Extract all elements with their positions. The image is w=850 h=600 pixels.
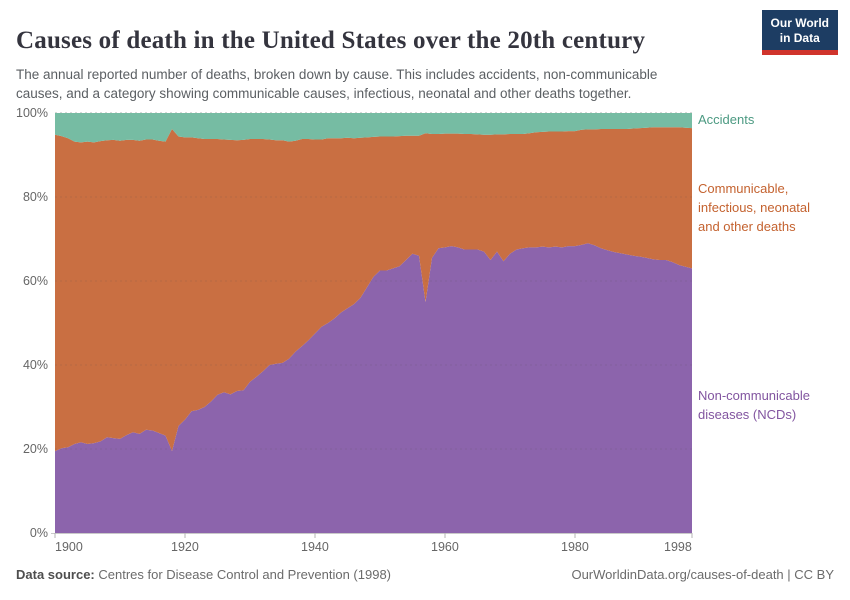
page-title: Causes of death in the United States ove… bbox=[16, 26, 646, 54]
x-tick-1980: 1980 bbox=[561, 540, 589, 554]
y-tick-40: 40% bbox=[22, 358, 48, 372]
chart-subtitle: The annual reported number of deaths, br… bbox=[16, 66, 658, 101]
y-tick-100: 100% bbox=[16, 106, 48, 120]
data-source-value: Centres for Disease Control and Preventi… bbox=[94, 567, 392, 582]
footer-link[interactable]: OurWorldinData.org/causes-of-death | CC … bbox=[571, 567, 834, 582]
y-tick-80: 80% bbox=[22, 190, 48, 204]
x-tick-1998: 1998 bbox=[664, 540, 692, 554]
y-tick-20: 20% bbox=[22, 442, 48, 456]
chart-footer: Data source: Centres for Disease Control… bbox=[16, 567, 834, 582]
owid-logo[interactable]: Our World in Data bbox=[761, 10, 838, 55]
x-tick-1920: 1920 bbox=[171, 540, 199, 554]
x-tick-1960: 1960 bbox=[431, 540, 459, 554]
legend-non-communicable[interactable]: Non-communicable diseases (NCDs) bbox=[698, 388, 810, 422]
y-tick-0: 0% bbox=[29, 526, 48, 540]
x-tick-1940: 1940 bbox=[301, 540, 329, 554]
area-communicable-infectious-neonatal-other[interactable] bbox=[55, 127, 692, 452]
y-tick-60: 60% bbox=[22, 274, 48, 288]
x-tick-1900: 1900 bbox=[55, 540, 83, 554]
owid-logo-line2: in Data bbox=[779, 31, 820, 45]
area-non-communicable-diseases[interactable] bbox=[55, 243, 692, 533]
area-accidents[interactable] bbox=[55, 113, 692, 143]
owid-logo-line1: Our World bbox=[770, 16, 829, 30]
legend-communicable[interactable]: Communicable, infectious, neonatal and o… bbox=[698, 181, 811, 234]
legend-accidents[interactable]: Accidents bbox=[698, 112, 755, 127]
data-source-label: Data source: bbox=[16, 567, 95, 582]
